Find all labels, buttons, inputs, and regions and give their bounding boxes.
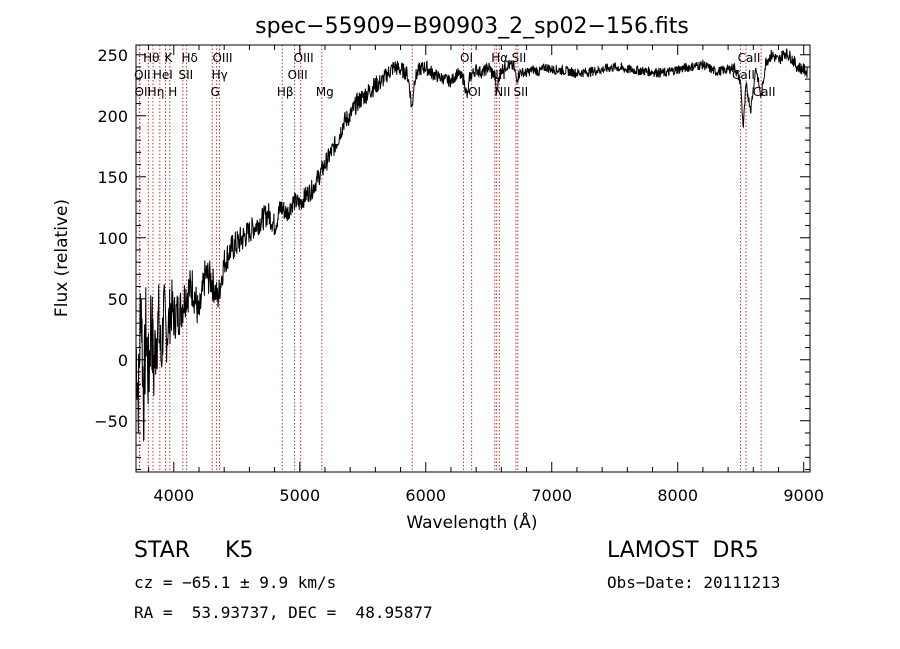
observation-date: Obs−Date: 20111213 xyxy=(607,573,781,592)
y-tick-label: 0 xyxy=(118,351,128,370)
chart-title: spec−55909−B90903_2_sp02−156.fits xyxy=(255,14,689,39)
line-label: OI xyxy=(468,85,481,99)
line-label: HeI xyxy=(153,68,173,82)
survey-name: LAMOST DR5 xyxy=(607,538,759,563)
line-label: H xyxy=(168,85,177,99)
line-label: Hβ xyxy=(277,85,294,99)
line-label: OIII xyxy=(212,51,232,65)
emission-line-markers xyxy=(138,45,762,472)
line-label: Hδ xyxy=(181,51,197,65)
x-tick-label: 8000 xyxy=(657,486,698,505)
line-label: SII xyxy=(179,68,194,82)
x-tick-label: 9000 xyxy=(783,486,824,505)
line-label: CaII xyxy=(753,85,776,99)
y-axis-label: Flux (relative) xyxy=(52,199,72,317)
line-label: NII xyxy=(494,85,510,99)
line-label: Hθ xyxy=(143,51,159,65)
line-label: Hη xyxy=(148,85,165,99)
y-tick-label: −50 xyxy=(94,412,128,431)
x-tick-label: 5000 xyxy=(279,486,320,505)
x-tick-label: 4000 xyxy=(153,486,194,505)
line-label: Hγ xyxy=(212,68,228,82)
line-label: SII xyxy=(512,51,527,65)
y-tick-label: 150 xyxy=(97,168,128,187)
x-axis-label: Wavelength (Å) xyxy=(406,511,537,530)
line-label: G xyxy=(211,85,220,99)
line-label: OIII xyxy=(288,68,308,82)
x-tick-label: 7000 xyxy=(531,486,572,505)
spectrum-line xyxy=(135,48,808,442)
x-tick-label: 6000 xyxy=(405,486,446,505)
line-label: Mg xyxy=(316,85,334,99)
y-tick-label: 200 xyxy=(97,107,128,126)
line-label: K xyxy=(165,51,174,65)
line-label: CaII xyxy=(732,68,755,82)
axis-ticks: 4000 5000 6000 7000 8000 9000 −50 0 50 100 150 200 2… xyxy=(94,45,824,505)
line-label: Hα xyxy=(491,51,508,65)
spectrum-series xyxy=(135,48,808,442)
redshift-info: cz = −65.1 ± 9.9 km/s xyxy=(134,573,337,592)
coordinates: RA = 53.93737, DEC = 48.95877 xyxy=(134,603,433,622)
line-label: OIII xyxy=(294,51,314,65)
y-tick-label: 50 xyxy=(108,290,128,309)
y-tick-label: 100 xyxy=(97,229,128,248)
line-label: NII xyxy=(490,68,506,82)
line-label: OI xyxy=(460,51,473,65)
line-label: OII xyxy=(134,68,151,82)
line-label: SII xyxy=(513,85,528,99)
object-class: STAR K5 xyxy=(134,538,254,563)
spectrum-chart: spec−55909−B90903_2_sp02−156.fits 4000 50… xyxy=(52,14,824,530)
y-tick-label: 250 xyxy=(97,46,128,65)
line-label: CaII xyxy=(738,51,761,65)
line-label: OII xyxy=(135,85,152,99)
plot-frame xyxy=(135,44,811,473)
